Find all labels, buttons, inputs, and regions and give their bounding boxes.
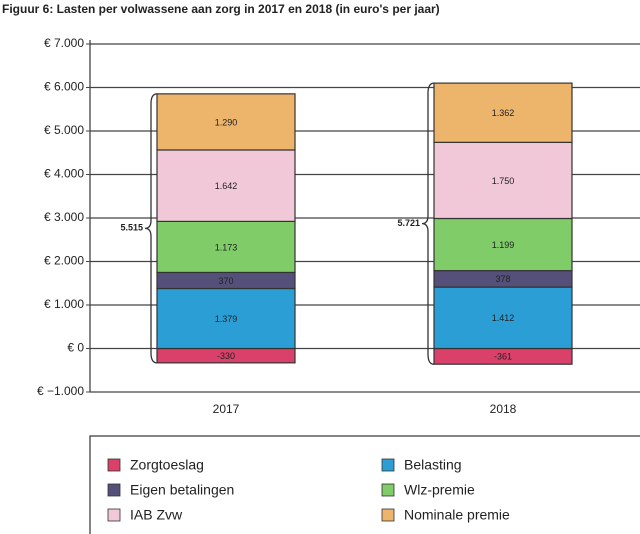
- y-tick-label: € 0: [67, 341, 84, 355]
- bar-segment: [433, 141, 573, 220]
- data-label: 378: [495, 274, 510, 284]
- data-label: 370: [218, 276, 233, 286]
- legend-swatch: [381, 483, 395, 497]
- legend-swatch: [107, 458, 121, 472]
- y-tick-label: € 7.000: [44, 36, 84, 50]
- x-tick-label: 2018: [490, 402, 517, 416]
- data-label: -361: [494, 352, 512, 362]
- data-label: 1.290: [215, 117, 238, 127]
- y-tick-label: € 4.000: [44, 167, 84, 181]
- data-label: 1.750: [492, 176, 515, 186]
- legend-label: Zorgtoeslag: [130, 457, 204, 473]
- data-label: 1.412: [492, 313, 515, 323]
- bar-segment: [433, 217, 573, 272]
- data-label: 1.379: [215, 314, 238, 324]
- bar-segment: [156, 93, 296, 151]
- data-label: 1.642: [215, 181, 238, 191]
- y-tick-label: € 3.000: [44, 210, 84, 224]
- legend-label: Belasting: [404, 457, 462, 473]
- legend-swatch: [107, 483, 121, 497]
- bar-segment: [433, 286, 573, 350]
- y-tick-label: € 1.000: [44, 297, 84, 311]
- bar-segment: [156, 287, 296, 350]
- legend-swatch: [381, 458, 395, 472]
- legend-label: Eigen betalingen: [130, 482, 234, 498]
- legend-swatch: [107, 508, 121, 522]
- brace: [421, 82, 435, 365]
- legend-label: Nominale premie: [404, 507, 510, 523]
- y-tick-label: € 2.000: [44, 254, 84, 268]
- legend-box: [89, 435, 640, 534]
- x-tick-label: 2017: [213, 402, 240, 416]
- data-label: 1.173: [215, 242, 238, 252]
- legend-label: Wlz-premie: [404, 482, 475, 498]
- bar-segment: [156, 220, 296, 274]
- y-tick-label: € −1.000: [37, 384, 84, 398]
- data-label: -330: [217, 351, 235, 361]
- y-tick-label: € 5.000: [44, 123, 84, 137]
- bar-segment: [156, 149, 296, 222]
- legend-label: IAB Zvw: [130, 507, 183, 523]
- annotation: 5.515: [120, 223, 143, 233]
- data-label: 1.199: [492, 240, 515, 250]
- data-label: 1.362: [492, 108, 515, 118]
- legend-swatch: [381, 508, 395, 522]
- annotation: 5.721: [397, 218, 420, 228]
- y-tick-label: € 6.000: [44, 80, 84, 94]
- bar-segment: [433, 82, 573, 143]
- brace: [144, 93, 158, 364]
- chart-title: Figuur 6: Lasten per volwassene aan zorg…: [2, 2, 440, 16]
